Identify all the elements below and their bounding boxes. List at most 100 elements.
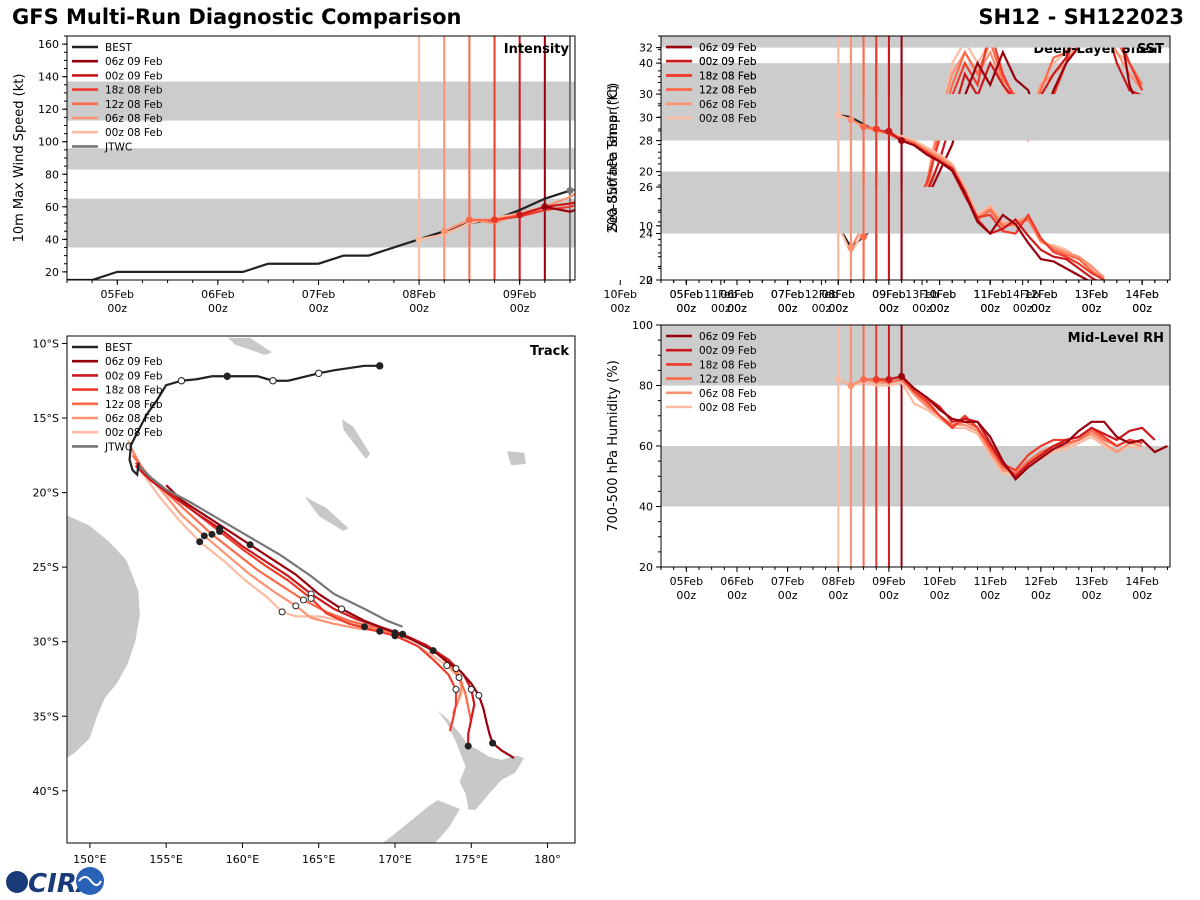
ytick-label: 30: [639, 111, 653, 124]
legend: BEST 06z 09 Feb 00z 09 Feb 18z 08 Feb 12z 08…: [72, 342, 163, 453]
panel-title: Mid-Level RH: [1068, 331, 1164, 346]
track-marker-run_18z_08: [307, 594, 315, 602]
xtick-label-hour: 00z: [510, 302, 530, 315]
init-point-run_12z_08: [860, 375, 868, 383]
legend-label: 00z 09 Feb: [105, 70, 163, 82]
legend: 06z 09 Feb 00z 09 Feb 18z 08 Feb 12z 08 Feb…: [666, 42, 757, 125]
ytick-label: 28: [639, 135, 653, 148]
xtick-label-hour: 00z: [727, 589, 747, 602]
xtick-label: 10Feb: [923, 575, 956, 588]
xtick-label-hour: 00z: [912, 302, 932, 315]
xtick-label-hour: 00z: [1031, 589, 1051, 602]
xtick-label-hour: 00z: [676, 589, 696, 602]
lon-tick-label: 165°E: [302, 853, 335, 866]
xtick-label-hour: 00z: [1031, 302, 1051, 315]
panel-mid-level-rh: 2040608010005Feb00z06Feb00z07Feb00z08Feb…: [606, 319, 1171, 602]
track-marker-run_00z_08: [443, 662, 451, 670]
xtick-label: 07Feb: [302, 288, 335, 301]
xtick-label: 10Feb: [923, 288, 956, 301]
track-marker-run_12z_08: [391, 629, 399, 637]
best-track-marker: [177, 377, 186, 385]
xtick-label-hour: 00z: [1082, 589, 1102, 602]
init-point-run_18z_08: [872, 125, 880, 133]
map-frame: [66, 335, 576, 844]
ytick-label: 80: [639, 380, 653, 393]
panel-title: SST: [1137, 42, 1164, 57]
xtick-label-hour: 00z: [879, 302, 899, 315]
land-fiji: [505, 450, 527, 467]
y-axis-label: 700-500 hPa Humidity (%): [606, 360, 621, 532]
series-line-run_06z_09: [900, 375, 1168, 481]
xtick-label-hour: 00z: [828, 302, 848, 315]
xtick-label: 06Feb: [201, 288, 234, 301]
xtick-label: 12Feb: [805, 288, 838, 301]
legend-label: 00z 09 Feb: [699, 345, 757, 357]
ytick-label: 120: [38, 103, 59, 116]
xtick-label-hour: 00z: [828, 302, 848, 315]
ytick-label: 40: [45, 233, 59, 246]
panel-title: Intensity: [504, 42, 570, 57]
map-area: [67, 337, 527, 843]
xtick-label: 13Feb: [905, 288, 938, 301]
xtick-label-hour: 00z: [879, 589, 899, 602]
xtick-label-hour: 00z: [676, 302, 696, 315]
land-nz-north: [434, 707, 526, 811]
xtick-label: 05Feb: [101, 288, 134, 301]
track-marker-run_06z_09: [489, 739, 497, 747]
axes-frame: [660, 35, 1171, 281]
xtick-label: 09Feb: [872, 288, 905, 301]
xtick-label-hour: 00z: [409, 302, 429, 315]
xtick-label-hour: 00z: [930, 302, 950, 315]
xtick-label: 06Feb: [720, 288, 753, 301]
gray-band-0: [661, 187, 1170, 234]
init-point-run_06z_09: [898, 137, 906, 145]
legend-label: 00z 09 Feb: [105, 370, 163, 382]
xtick-label: 05Feb: [670, 288, 703, 301]
xtick-label-hour: 00z: [778, 302, 798, 315]
gray-band-1: [661, 94, 1170, 141]
track-marker-run_06z_08: [292, 602, 300, 610]
track-marker-run_06z_09: [338, 605, 346, 613]
panel-title: Track: [530, 344, 569, 359]
ytick-label: 20: [639, 561, 653, 574]
series-line-run_18z_08: [876, 375, 1143, 472]
init-point-run_06z_08: [847, 382, 855, 389]
plot-area: [661, 36, 1170, 280]
init-point-run_00z_08: [415, 235, 423, 243]
xtick-label: 12Feb: [1024, 288, 1057, 301]
panel-track: 150°E 155°E 160°E 165°E 170°E 175°E 180° 10°S 15…: [33, 335, 576, 866]
xtick-label-hour: 00z: [208, 302, 228, 315]
init-point-run_06z_08: [847, 116, 855, 124]
ytick-label: 24: [639, 228, 653, 241]
y-axis-label: 200-850 hPa Shear (kt): [606, 83, 621, 234]
xtick-label: 11Feb: [973, 288, 1006, 301]
legend-label: 18z 08 Feb: [105, 85, 163, 97]
ytick-label: 20: [45, 266, 59, 279]
gray-band-2: [661, 36, 1170, 48]
track-marker-run_00z_09: [467, 685, 475, 693]
xtick-label: 10Feb: [923, 288, 956, 301]
xtick-label-hour: 00z: [1132, 302, 1152, 315]
ytick-label: 26: [639, 181, 653, 194]
logo-wave-icon: [78, 876, 102, 886]
track-marker-run_06z_09: [475, 691, 483, 699]
land-vanuatu: [341, 417, 372, 461]
xtick-label-hour: 00z: [676, 302, 696, 315]
y-axis-label: Sea Surface Temp (°C): [606, 85, 621, 232]
init-point-run_00z_08: [834, 111, 842, 119]
lat-tick-label: 30°S: [33, 636, 59, 649]
xtick-label: 05Feb: [670, 288, 703, 301]
figure-title: GFS Multi-Run Diagnostic Comparison: [12, 5, 462, 29]
legend-label: 00z 09 Feb: [699, 56, 757, 68]
track-marker-run_00z_08: [278, 608, 286, 616]
land-nz-south: [381, 799, 462, 843]
track-best: [128, 364, 380, 478]
xtick-label: 11Feb: [973, 575, 1006, 588]
y-axis-label: 10m Max Wind Speed (kt): [12, 74, 27, 243]
track-marker-run_06z_09: [429, 647, 437, 655]
track-marker-run_00z_09: [399, 630, 407, 638]
xtick-label-hour: 00z: [930, 589, 950, 602]
ytick-label: 60: [45, 201, 59, 214]
lon-tick-label: 150°E: [73, 853, 106, 866]
xtick-label-hour: 00z: [879, 302, 899, 315]
